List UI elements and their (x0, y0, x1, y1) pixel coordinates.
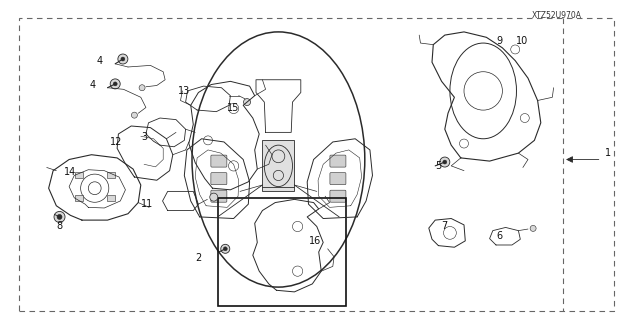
Text: 7: 7 (442, 221, 448, 232)
Circle shape (139, 85, 145, 91)
Circle shape (443, 160, 447, 164)
Bar (107, 173, 115, 178)
Bar (218, 198, 346, 306)
Text: 10: 10 (515, 36, 528, 47)
Circle shape (244, 99, 250, 106)
Bar (107, 195, 115, 201)
FancyBboxPatch shape (211, 173, 227, 185)
Circle shape (113, 82, 117, 86)
Text: XTZ52U970A: XTZ52U970A (532, 11, 582, 20)
Circle shape (54, 211, 65, 222)
Circle shape (121, 57, 125, 61)
Text: 1: 1 (605, 148, 611, 158)
Text: 8: 8 (56, 221, 63, 232)
Text: 14: 14 (64, 167, 77, 177)
FancyBboxPatch shape (330, 190, 346, 202)
Circle shape (440, 157, 450, 167)
FancyBboxPatch shape (211, 155, 227, 167)
Text: 11: 11 (141, 199, 154, 209)
FancyBboxPatch shape (330, 173, 346, 185)
Circle shape (530, 226, 536, 231)
Text: 4: 4 (96, 56, 102, 66)
Circle shape (118, 54, 128, 64)
Text: 5: 5 (435, 161, 442, 171)
Circle shape (221, 244, 230, 253)
Bar (75, 195, 83, 201)
Circle shape (223, 247, 227, 251)
Text: 13: 13 (178, 86, 191, 96)
Text: 3: 3 (141, 132, 147, 142)
Text: 2: 2 (195, 253, 202, 263)
Text: 4: 4 (90, 79, 96, 90)
FancyBboxPatch shape (211, 190, 227, 202)
Bar (75, 173, 83, 178)
Text: 16: 16 (308, 236, 321, 246)
Circle shape (57, 214, 62, 219)
Text: 9: 9 (496, 36, 502, 47)
Circle shape (110, 79, 120, 89)
Text: 15: 15 (227, 103, 240, 114)
Circle shape (210, 193, 218, 201)
Circle shape (131, 112, 138, 118)
Text: 6: 6 (496, 231, 502, 241)
FancyBboxPatch shape (330, 155, 346, 167)
Bar (262, 140, 294, 191)
Text: 12: 12 (110, 137, 123, 147)
